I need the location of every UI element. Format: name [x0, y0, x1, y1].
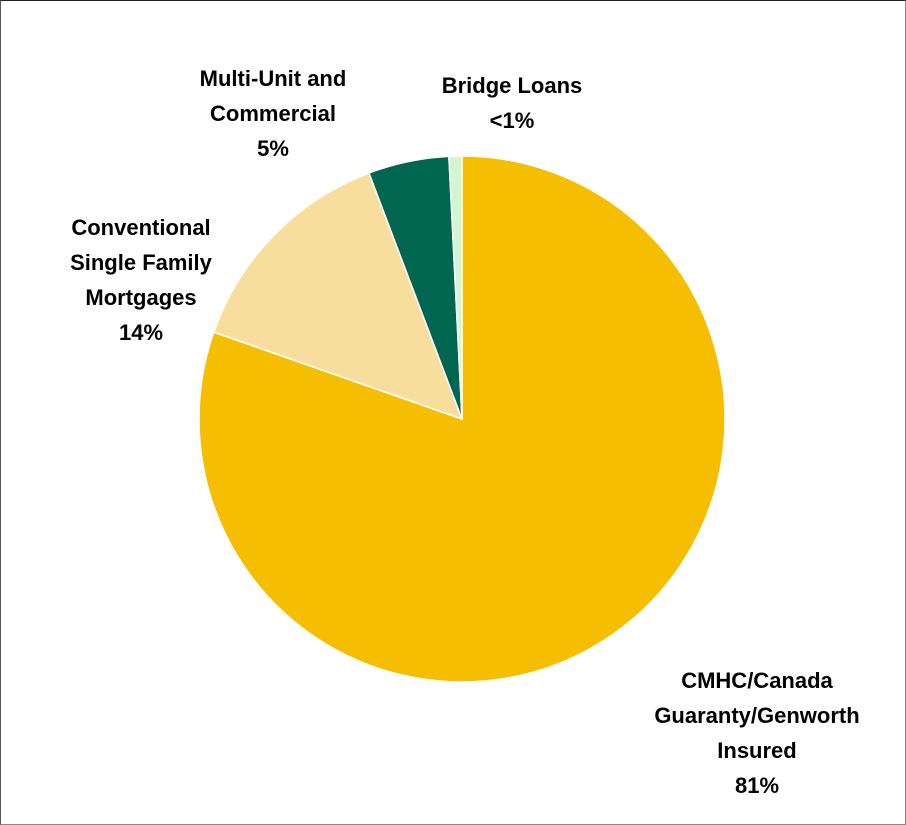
- pie-slice: [212, 172, 464, 421]
- slice-label: CMHC/Canada Guaranty/Genworth Insured 81…: [631, 663, 883, 803]
- value-label: <1%: [489, 108, 535, 133]
- category-label: Bridge Loans: [441, 73, 583, 98]
- slice-label: Bridge Loans <1%: [401, 68, 623, 138]
- category-label: Conventional Single Family Mortgages: [70, 215, 212, 310]
- slice-label: Conventional Single Family Mortgages 14%: [39, 210, 243, 350]
- value-label: 5%: [257, 136, 289, 161]
- category-label: CMHC/Canada Guaranty/Genworth Insured: [654, 668, 860, 763]
- value-label: 14%: [118, 320, 164, 345]
- value-label: 81%: [734, 773, 780, 798]
- pie-slice: [448, 155, 463, 420]
- category-label: Multi-Unit and Commercial: [199, 66, 347, 126]
- slice-label: Multi-Unit and Commercial 5%: [173, 61, 373, 166]
